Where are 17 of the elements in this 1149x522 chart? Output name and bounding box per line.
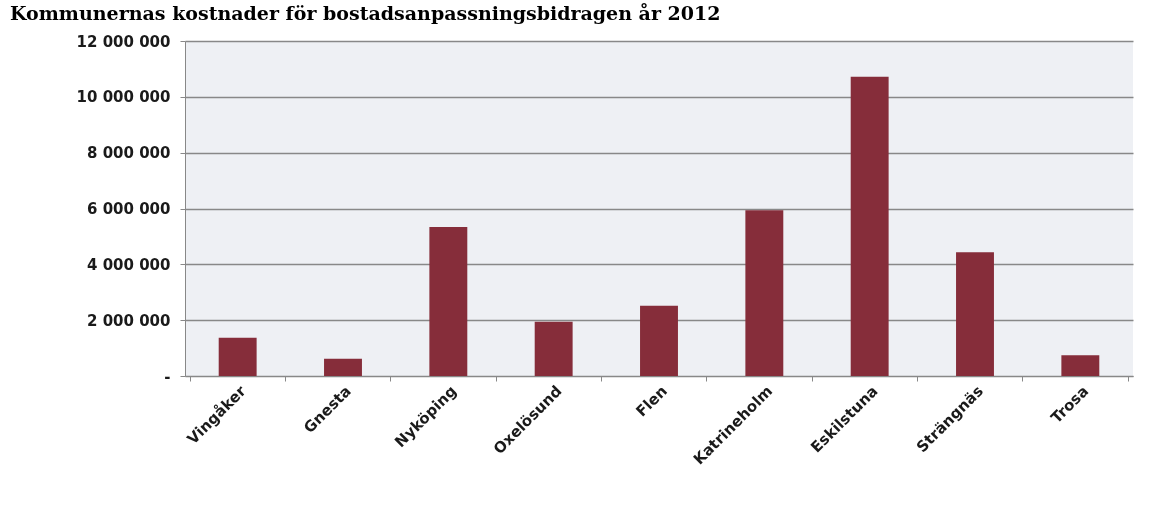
y-tick-label: 8 000 000 [86, 144, 171, 163]
chart-title: Kommunernas kostnader för bostadsanpassningsbidragen år 2012 [10, 2, 721, 24]
bar [745, 210, 784, 376]
bar [1061, 355, 1100, 376]
y-tick-label: 2 000 000 [86, 311, 171, 330]
bar [429, 226, 468, 376]
bar [956, 252, 994, 376]
y-tick-label: 4 000 000 [86, 255, 171, 274]
bar [850, 76, 889, 376]
y-tick-label: 6 000 000 [86, 200, 171, 218]
bar [218, 337, 257, 376]
bar [324, 358, 362, 376]
bar [534, 321, 573, 376]
y-tick-label: 10 000 000 [76, 88, 171, 107]
bar [640, 305, 678, 376]
y-tick-label: 12 000 000 [76, 32, 171, 51]
y-tick-label: - [164, 367, 171, 386]
